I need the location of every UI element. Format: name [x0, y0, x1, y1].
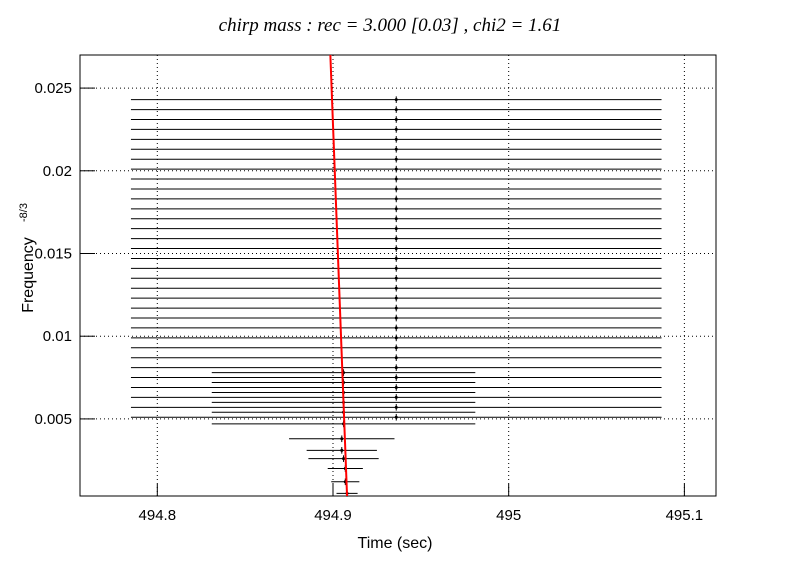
point: [394, 137, 398, 141]
point: [394, 98, 398, 102]
point: [394, 157, 398, 161]
point: [394, 366, 398, 370]
point: [394, 147, 398, 151]
point: [394, 296, 398, 300]
point: [394, 108, 398, 112]
point: [394, 118, 398, 122]
plot-frame: [79, 54, 717, 497]
point: [394, 316, 398, 320]
y-tick-label: 0.02: [43, 163, 72, 180]
point: [394, 227, 398, 231]
point: [394, 336, 398, 340]
x-tick-label: 494.9: [314, 507, 352, 524]
point: [394, 376, 398, 380]
point: [394, 237, 398, 241]
point: [394, 346, 398, 350]
point: [394, 266, 398, 270]
x-tick-label: 494.8: [139, 507, 177, 524]
point: [394, 286, 398, 290]
point: [394, 187, 398, 191]
point: [394, 256, 398, 260]
y-tick-label: 0.015: [34, 245, 72, 262]
point: [394, 217, 398, 221]
point: [394, 127, 398, 131]
point: [394, 197, 398, 201]
y-tick-label: 0.025: [34, 80, 72, 97]
y-axis-label-group: Frequency -8/3: [18, 203, 37, 313]
point: [394, 276, 398, 280]
point: [340, 437, 344, 441]
x-tick-label: 495.1: [666, 507, 704, 524]
point: [394, 177, 398, 181]
y-tick-label: 0.01: [43, 328, 72, 345]
point: [394, 395, 398, 399]
point: [340, 448, 344, 452]
x-axis-label: Time (sec): [358, 535, 433, 552]
point: [394, 167, 398, 171]
y-tick-label: 0.005: [34, 411, 72, 428]
point: [394, 356, 398, 360]
point: [394, 207, 398, 211]
chart-title: chirp mass : rec = 3.000 [0.03] , chi2 =…: [219, 15, 562, 36]
point: [394, 247, 398, 251]
point: [394, 306, 398, 310]
point: [342, 457, 346, 461]
y-axis-label-superscript: -8/3: [18, 203, 30, 222]
y-axis-label: Frequency: [20, 237, 37, 313]
point: [394, 405, 398, 409]
point: [394, 326, 398, 330]
fit-line: [329, 54, 349, 497]
point: [394, 385, 398, 389]
point: [394, 415, 398, 419]
x-tick-label: 495: [496, 507, 521, 524]
